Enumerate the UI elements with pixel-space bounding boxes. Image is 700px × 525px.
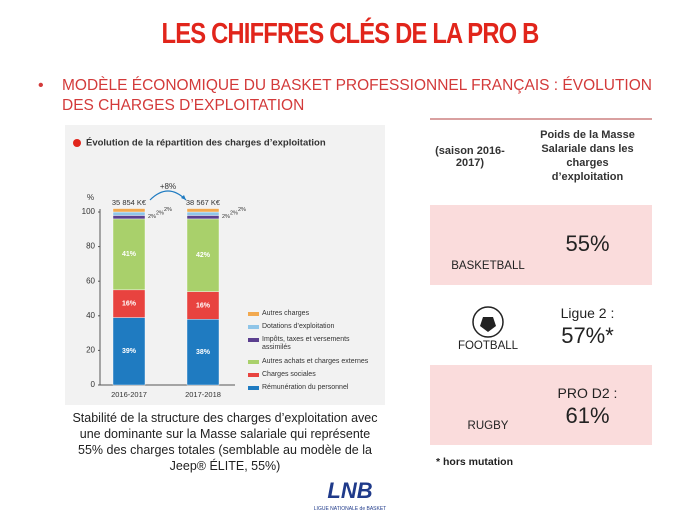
chart-title: Évolution de la répartition des charges … xyxy=(86,138,326,149)
slide-title: LES CHIFFRES CLÉS DE LA PRO B xyxy=(161,18,540,50)
share-value: 55% xyxy=(565,231,610,256)
share-value: 57%* xyxy=(561,323,614,348)
y-tick-label: 20 xyxy=(86,346,95,355)
legend-swatch xyxy=(248,312,259,316)
y-tick-label: 100 xyxy=(82,207,96,216)
y-tick-label: 80 xyxy=(86,242,95,251)
bullet-dot: • xyxy=(38,77,44,94)
value-label: 2% xyxy=(222,214,230,220)
value-label: 2% xyxy=(156,210,164,216)
total-label: 35 854 K€ xyxy=(112,198,147,207)
legend-swatch xyxy=(248,338,259,342)
value-label: 16% xyxy=(122,301,137,308)
x-tick-label: 2016-2017 xyxy=(111,390,147,399)
chart-icon xyxy=(73,139,81,147)
football-icon xyxy=(472,306,504,338)
y-tick-label: 40 xyxy=(86,311,95,320)
y-tick-label: 0 xyxy=(91,380,96,389)
legend-label: Impôts, taxes et versements assimilés xyxy=(262,336,350,351)
table-rule xyxy=(430,118,652,120)
value-label: 2% xyxy=(238,207,246,213)
footnote: * hors mutation xyxy=(436,456,514,468)
bar-segment xyxy=(112,218,146,291)
growth-arrow-head xyxy=(181,195,186,200)
legend-swatch xyxy=(248,386,259,390)
value-label: 38% xyxy=(196,349,211,356)
legend-label: Autres achats et charges externes xyxy=(262,358,369,365)
y-axis-label: % xyxy=(87,193,94,202)
value-label: 2% xyxy=(148,214,156,220)
bar-segment xyxy=(186,319,220,386)
bar-segment xyxy=(112,211,146,216)
sport-name: FOOTBALL xyxy=(457,340,519,352)
table-header: (saison 2016-2017) xyxy=(435,145,505,169)
bar-segment xyxy=(186,215,220,220)
bar-segment xyxy=(186,211,220,216)
share-value: 61% xyxy=(565,403,610,428)
value-label: 2% xyxy=(164,207,172,213)
bar-segment xyxy=(112,317,146,386)
logo: LNB xyxy=(327,478,373,503)
value-label: 42% xyxy=(196,252,211,259)
bar-segment xyxy=(186,218,220,292)
growth-label: +8% xyxy=(160,182,176,191)
growth-arrow xyxy=(149,190,187,201)
total-label: 38 567 K€ xyxy=(186,198,221,207)
value-label: 2% xyxy=(230,210,238,216)
value-label: 39% xyxy=(122,348,137,355)
value-label: 41% xyxy=(122,251,137,258)
legend-swatch xyxy=(248,325,259,329)
legend-label: Rémunération du personnel xyxy=(262,384,349,391)
league-name: PRO D2 : xyxy=(557,385,618,401)
bar-segment xyxy=(112,215,146,220)
bar-segment xyxy=(186,208,220,213)
y-tick-label: 60 xyxy=(86,276,95,285)
bullet-text: MODÈLE ÉCONOMIQUE DU BASKET PROFESSIONNE… xyxy=(62,77,652,114)
legend-label: Dotations d’exploitation xyxy=(262,323,335,330)
legend-label: Charges sociales xyxy=(262,371,316,378)
x-tick-label: 2017-2018 xyxy=(185,390,221,399)
bar-segment xyxy=(112,289,146,318)
row-bg xyxy=(430,205,652,285)
table-header: Poids de la Masse Salariale dans les cha… xyxy=(540,129,635,183)
legend-swatch xyxy=(248,360,259,364)
league-name: Ligue 2 : xyxy=(560,305,615,321)
legend-swatch xyxy=(248,373,259,377)
legend-label: Autres charges xyxy=(262,310,310,317)
logo-subtitle: LIGUE NATIONALE de BASKET xyxy=(313,506,387,512)
bar-segment xyxy=(112,208,146,213)
sport-name: BASKETBALL xyxy=(451,260,525,272)
sport-name: RUGBY xyxy=(467,420,509,432)
row-bg xyxy=(430,365,652,445)
bar-segment xyxy=(186,291,220,320)
value-label: 16% xyxy=(196,302,211,309)
chart-caption: Stabilité de la structure des charges d’… xyxy=(72,411,378,473)
